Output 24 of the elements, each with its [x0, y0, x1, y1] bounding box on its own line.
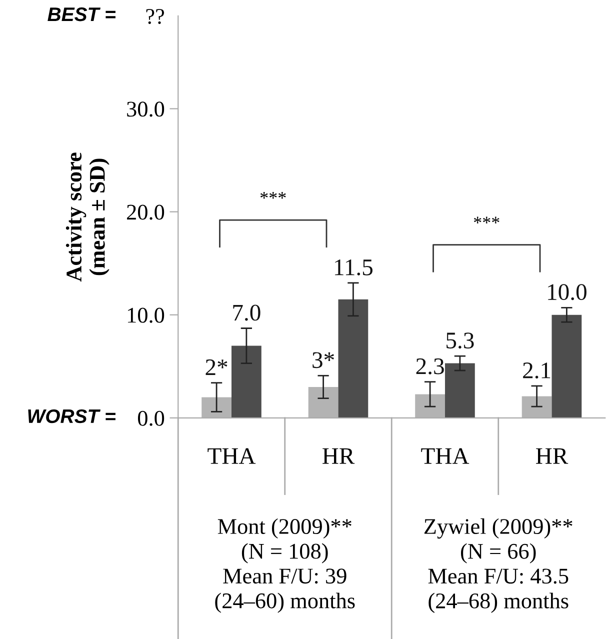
text: Zywiel (2009)** (N = 66) Mean F/U: 43.5 (24–68) months: [424, 518, 572, 613]
data-label: 5.3: [446, 332, 474, 349]
annotation: ***: [474, 216, 500, 224]
annotation: ***: [260, 192, 286, 199]
data-label: 11.5: [335, 260, 372, 276]
x-tick-label: THA: [208, 448, 256, 464]
x-tick-label: HR: [322, 448, 355, 464]
text: WORST =: [28, 409, 116, 424]
text: Mont (2009)** (N = 108) Mean F/U: 39 (24–60) months: [215, 518, 355, 613]
y-tick-label: 30.0: [127, 102, 164, 117]
data-label: 3*: [312, 352, 334, 368]
data-label: 7.0: [233, 304, 260, 321]
text: BEST =: [48, 7, 116, 22]
y-tick-label: 0.0: [138, 410, 164, 426]
data-label: 10.0: [548, 284, 586, 300]
y-axis-title: Activity score (mean ± SD): [66, 152, 110, 282]
y-tick-label: 10.0: [128, 308, 164, 323]
data-label: 2.3: [416, 358, 444, 374]
y-tick-label: 20.0: [127, 204, 164, 220]
data-label: 2*: [206, 359, 228, 376]
data-label: 2.1: [523, 362, 550, 378]
x-tick-label: HR: [536, 448, 568, 464]
x-tick-label: THA: [421, 448, 470, 464]
y-tick-label: ??: [146, 8, 164, 24]
